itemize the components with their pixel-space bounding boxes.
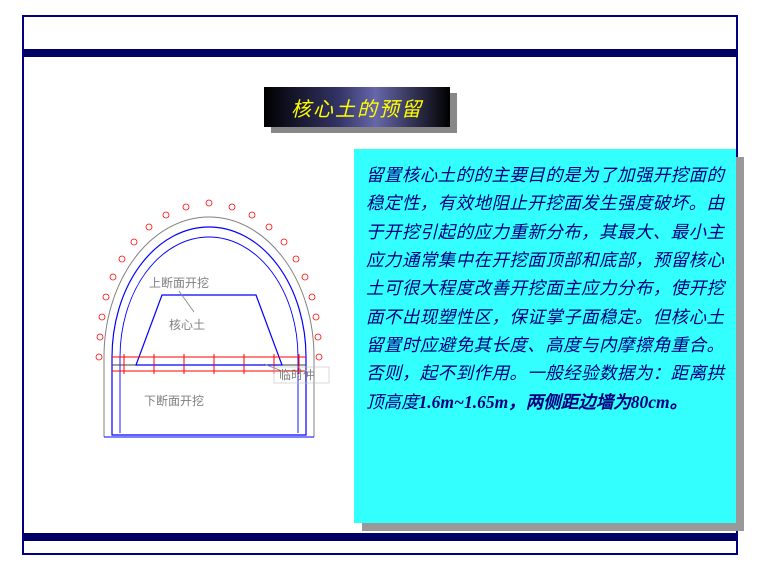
tunnel-diagram: 上断面开挖 核心土 临时仲 下断面开挖	[64, 157, 354, 477]
body-bold: 1.6m~1.65m，两侧距边墙为80cm。	[419, 392, 688, 412]
tunnel-outline	[112, 227, 306, 435]
title-text: 核心土的预留	[291, 93, 423, 122]
text-box: 留置核心土的的主要目的是为了加强开挖面的稳定性，有效地阻止开挖面发生强度破坏。由…	[354, 149, 736, 523]
top-bar	[24, 49, 736, 57]
outer-arch	[104, 217, 314, 437]
core-soil	[136, 295, 282, 365]
label-temp: 临时仲	[279, 368, 315, 382]
label-core: 核心土	[169, 318, 205, 332]
title-box: 核心土的预留	[264, 87, 450, 127]
label-upper: 上断面开挖	[149, 275, 209, 290]
label-lower: 下断面开挖	[144, 393, 204, 408]
slide-frame: 核心土的预留	[22, 15, 738, 555]
body-text: 留置核心土的的主要目的是为了加强开挖面的稳定性，有效地阻止开挖面发生强度破坏。由…	[366, 165, 724, 412]
bottom-bar	[24, 533, 736, 541]
